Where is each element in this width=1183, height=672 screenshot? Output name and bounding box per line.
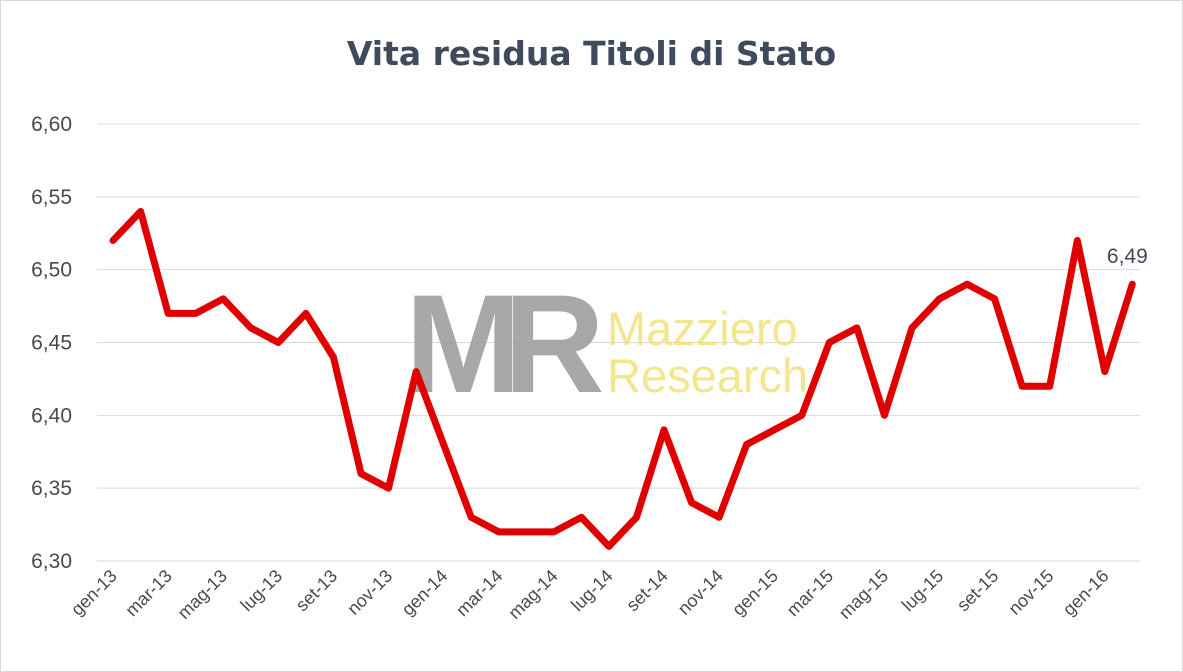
x-tick-label: lug-15: [898, 566, 948, 616]
y-axis-ticks: 6,30 6,35 6,40 6,45 6,50 6,55 6,60: [31, 113, 72, 573]
x-tick-label: set-15: [953, 566, 1003, 616]
x-tick-label: lug-13: [237, 566, 287, 616]
watermark-line-1: Mazziero: [607, 302, 798, 355]
series-line: [109, 207, 1136, 550]
y-tick-label: 6,35: [31, 477, 72, 500]
x-tick-label: mag-15: [835, 566, 892, 623]
x-tick-label: nov-15: [1004, 566, 1057, 619]
data-label: 6,49: [1107, 245, 1148, 268]
y-tick-label: 6,50: [31, 259, 72, 282]
x-tick-label: set-13: [292, 566, 342, 616]
x-tick-label: gen-13: [67, 566, 121, 620]
x-tick-label: nov-13: [343, 566, 396, 619]
y-tick-label: 6,30: [31, 550, 72, 573]
x-tick-label: mar-15: [783, 566, 837, 620]
chart-title: Vita residua Titoli di Stato: [346, 34, 837, 73]
x-tick-label: gen-14: [398, 566, 452, 620]
x-tick-label: mag-14: [504, 566, 561, 623]
x-tick-label: lug-14: [567, 566, 617, 616]
data-labels: 6,49: [1107, 245, 1148, 268]
x-tick-label: set-14: [622, 566, 672, 616]
y-tick-label: 6,55: [31, 186, 72, 209]
y-tick-label: 6,60: [31, 113, 72, 136]
watermark-line-2: Research: [607, 349, 808, 402]
watermark-mr-letters: MR: [405, 265, 603, 422]
x-tick-label: mag-13: [174, 566, 231, 623]
series-layer: [109, 207, 1136, 550]
y-tick-label: 6,40: [31, 404, 72, 427]
x-tick-label: gen-16: [1059, 566, 1113, 620]
y-tick-label: 6,45: [31, 332, 72, 355]
x-tick-label: mar-14: [452, 566, 506, 620]
x-tick-label: nov-14: [674, 566, 727, 619]
x-tick-label: mar-13: [121, 566, 175, 620]
grid-lines: [97, 123, 1140, 562]
x-tick-label: gen-15: [728, 566, 782, 620]
watermark-logo: MR Mazziero Research: [405, 265, 808, 422]
